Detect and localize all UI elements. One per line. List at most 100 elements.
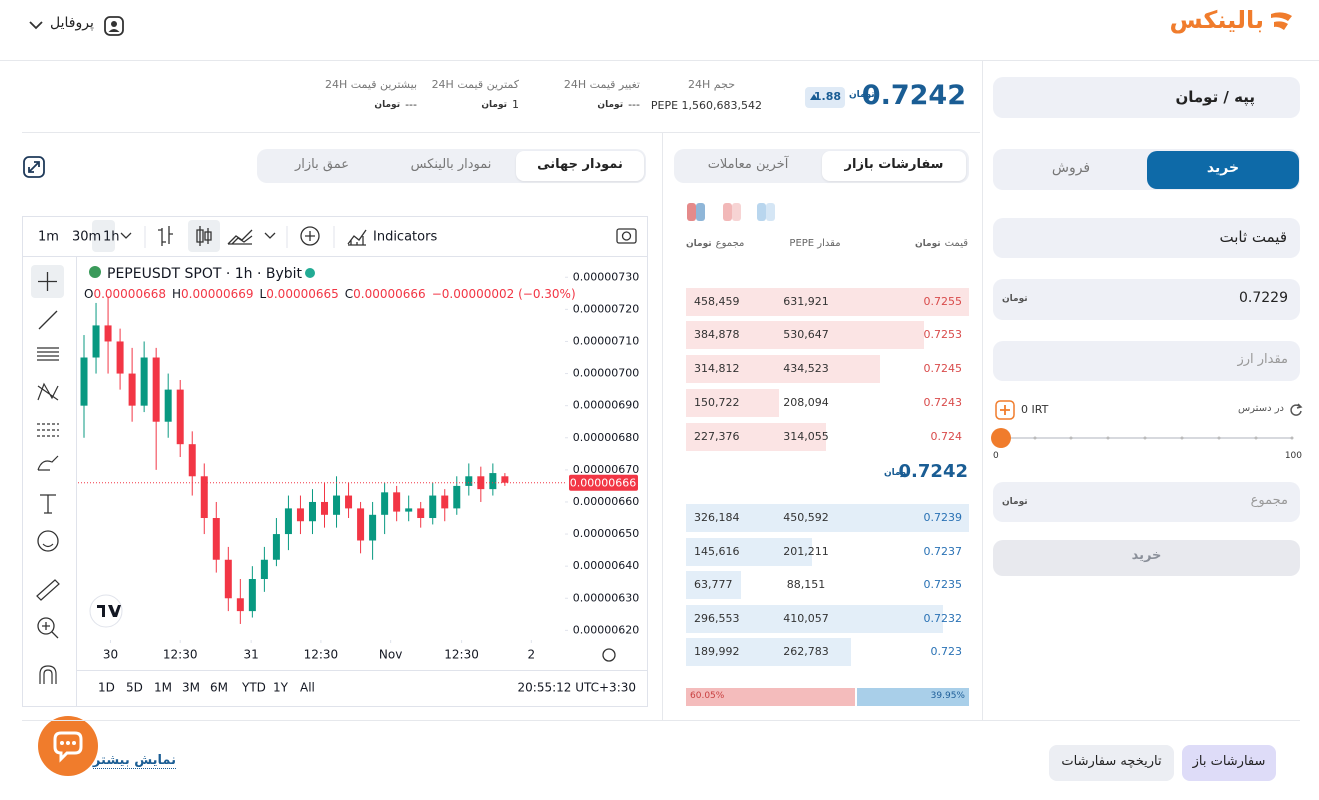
compare-button[interactable] [300, 226, 320, 246]
forecast-tool[interactable] [37, 423, 59, 437]
indicators-icon[interactable] [347, 229, 367, 246]
emoji-tool[interactable] [37, 530, 59, 552]
book-row[interactable]: 0.7237 201,211 145,616 [686, 538, 969, 566]
divider [22, 132, 980, 133]
book-tab[interactable]: سفارشات بازار [844, 157, 944, 172]
indicators-button[interactable]: Indicators [373, 230, 437, 245]
crosshair-tool[interactable] [38, 272, 57, 291]
candle-style[interactable] [196, 226, 212, 246]
range-button[interactable]: 1M [154, 681, 172, 695]
chat-button[interactable] [37, 715, 101, 785]
stat-label: تغییر قیمت 24H [563, 78, 640, 91]
expand-chart[interactable] [23, 156, 45, 178]
range-button[interactable]: 6M [210, 681, 228, 695]
book-row[interactable]: 0.7253 530,647 384,878 [686, 321, 969, 349]
range-button[interactable]: 3M [182, 681, 200, 695]
orders-tab-label[interactable]: سفارشات باز [1192, 754, 1266, 769]
settings-button[interactable] [602, 648, 616, 662]
snapshot-lens [621, 231, 632, 241]
chart-title: PEPEUSDT SPOT · 1h · Bybit [107, 266, 303, 282]
submit-button[interactable] [993, 540, 1300, 576]
range-button[interactable]: All [300, 681, 315, 695]
book-tab[interactable]: آخرین معاملات [707, 157, 789, 172]
legend-change: −0.00000002 (−0.30%) [432, 287, 576, 301]
magnet-tool[interactable] [39, 665, 57, 684]
chart-tab[interactable]: نمودار بالینکس [410, 157, 492, 172]
available-value: 0 IRT [1021, 403, 1049, 416]
submit-label[interactable]: خرید [1131, 548, 1162, 563]
range-button[interactable]: 1D [98, 681, 115, 695]
interval-button[interactable]: 1m [38, 230, 59, 245]
book-row[interactable]: 0.7232 410,057 296,553 [686, 605, 969, 633]
ratio-buy-label: 39.95% [930, 691, 965, 701]
book-row[interactable]: 0.7239 450,592 326,184 [686, 504, 969, 532]
amount-slider[interactable] [990, 426, 1300, 450]
side-tab[interactable]: خرید [1206, 160, 1240, 176]
history-tab-label[interactable]: تاریخچه سفارشات [1061, 754, 1162, 769]
book-row[interactable]: 0.7243 208,094 150,722 [686, 389, 969, 417]
refresh-icon[interactable] [1289, 403, 1303, 417]
book-total: 296,553 [694, 612, 740, 625]
profile-button[interactable]: پروفایل [50, 15, 94, 31]
zoom-tool[interactable] [37, 617, 55, 635]
clock: 20:55:12 UTC+3:30 [518, 681, 637, 695]
available-label: در دسترس [1237, 403, 1284, 414]
book-amount: 314,055 [783, 430, 829, 443]
candle-body [357, 508, 365, 541]
chart-tab[interactable]: عمق بازار [295, 157, 349, 172]
depth-bar [686, 605, 944, 633]
divider [662, 133, 663, 720]
candle-body [260, 559, 268, 580]
text-tool[interactable] [40, 494, 56, 514]
trendline-tool[interactable] [38, 310, 58, 330]
range-button[interactable]: 1Y [273, 681, 289, 695]
candle-body [224, 559, 232, 599]
ratio-sell-label: 60.05% [690, 691, 725, 701]
amount-input[interactable] [993, 341, 1300, 381]
divider [0, 60, 1319, 61]
interval-button[interactable]: 1h [103, 230, 120, 245]
side-tab[interactable]: فروش [1051, 160, 1091, 176]
orders-tab[interactable] [1182, 745, 1276, 781]
bars-style[interactable] [158, 226, 173, 246]
area-style[interactable] [227, 229, 253, 245]
pattern-tool[interactable] [37, 382, 59, 401]
fib-tool[interactable] [37, 347, 59, 361]
range-button[interactable]: 5D [126, 681, 143, 695]
x-tick-label: 30 [103, 648, 118, 662]
book-row[interactable]: 0.723 262,783 189,992 [686, 638, 969, 666]
compare-plus [305, 231, 315, 241]
profile-chevron[interactable] [28, 20, 44, 30]
price-input[interactable] [993, 279, 1300, 320]
candle-body [441, 495, 449, 509]
total-placeholder: مجموع [1250, 493, 1288, 508]
style-menu[interactable] [264, 232, 276, 239]
book-total: 384,878 [694, 328, 740, 341]
deposit-button[interactable] [995, 400, 1015, 420]
candle-body [381, 492, 389, 515]
book-row[interactable]: 0.7245 434,523 314,812 [686, 355, 969, 383]
book-view-toggles[interactable] [686, 202, 786, 222]
candle-body [116, 341, 124, 374]
interval-menu[interactable] [120, 232, 132, 239]
book-row[interactable]: 0.7255 631,921 458,459 [686, 288, 969, 316]
total-input[interactable] [993, 482, 1300, 522]
brush-tool[interactable] [37, 455, 59, 471]
side-tab-active[interactable] [1147, 151, 1299, 189]
show-more[interactable]: نمایش بیشتر [92, 753, 176, 769]
chart-tab[interactable]: نمودار جهانی [537, 157, 623, 172]
range-button[interactable]: YTD [241, 681, 266, 695]
book-row[interactable]: 0.7235 88,151 63,777 [686, 571, 969, 599]
y-tick-label: 0.00000710 [573, 334, 639, 347]
ruler-tool[interactable] [36, 579, 60, 601]
snapshot-button[interactable] [616, 228, 637, 244]
candle-body [345, 495, 353, 509]
order-type[interactable] [993, 218, 1300, 258]
book-row[interactable]: 0.724 314,055 227,376 [686, 423, 969, 451]
pair-selector[interactable] [993, 77, 1300, 118]
candle-style-bg[interactable] [188, 220, 220, 252]
interval-button[interactable]: 30m [72, 230, 101, 245]
book-price: 0.724 [930, 430, 963, 443]
history-tab[interactable] [1049, 745, 1174, 781]
